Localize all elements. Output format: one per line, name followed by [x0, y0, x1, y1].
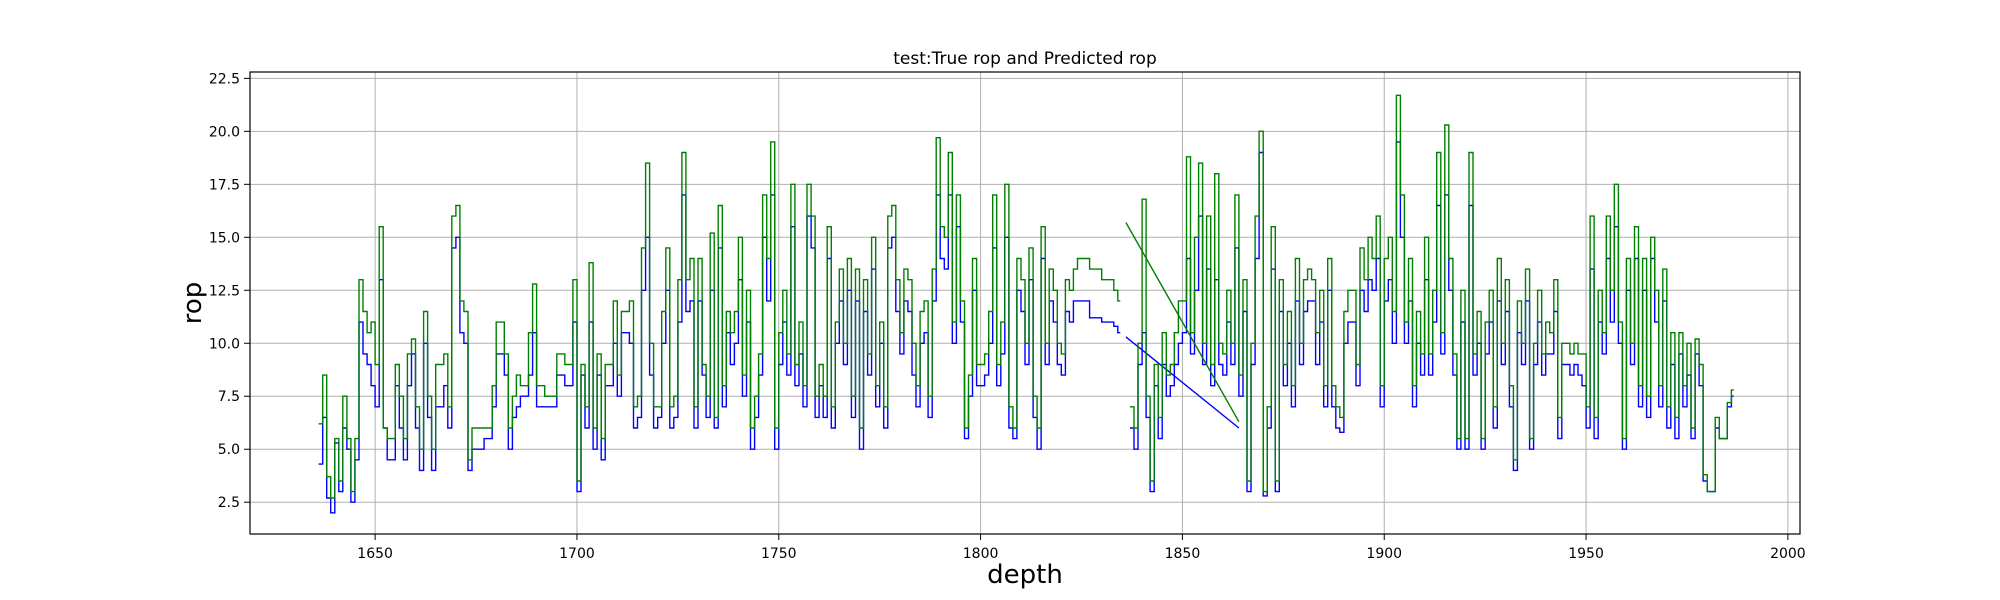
x-tick-label: 1750: [761, 546, 797, 562]
x-tick-label: 2000: [1770, 546, 1806, 562]
y-tick-label: 20.0: [209, 124, 240, 140]
predicted-rop-line-5: [1129, 94, 1734, 493]
true-rop-line-1: [1125, 336, 1240, 429]
series-lines: [318, 94, 1734, 514]
y-tick-label: 12.5: [209, 283, 240, 299]
predicted-rop-line-3: [318, 137, 1121, 499]
x-tick-label: 1800: [963, 546, 999, 562]
x-axis-ticks: 1650 1700 1750 1800 1850 1900 1950 2000: [357, 534, 1806, 562]
y-tick-label: 15.0: [209, 230, 240, 246]
x-tick-label: 1900: [1366, 546, 1402, 562]
y-axis-label: rop: [178, 282, 208, 325]
x-axis-label: depth: [987, 560, 1063, 590]
y-tick-label: 2.5: [218, 495, 240, 511]
y-axis-ticks: 2.5 5.0 7.5 10.0 12.5 15.0 17.5 20.0 22.5: [209, 71, 250, 511]
y-tick-label: 10.0: [209, 336, 240, 352]
y-tick-label: 5.0: [218, 442, 240, 458]
x-tick-label: 1650: [357, 546, 393, 562]
x-tick-label: 1950: [1568, 546, 1604, 562]
x-tick-label: 1700: [559, 546, 595, 562]
y-tick-label: 7.5: [218, 389, 240, 405]
plot-frame: [249, 71, 1801, 535]
y-tick-label: 17.5: [209, 177, 240, 193]
predicted-rop-line-4: [1125, 222, 1240, 423]
y-tick-label: 22.5: [209, 71, 240, 87]
x-tick-label: 1850: [1165, 546, 1201, 562]
chart-title: test:True rop and Predicted rop: [893, 49, 1157, 69]
